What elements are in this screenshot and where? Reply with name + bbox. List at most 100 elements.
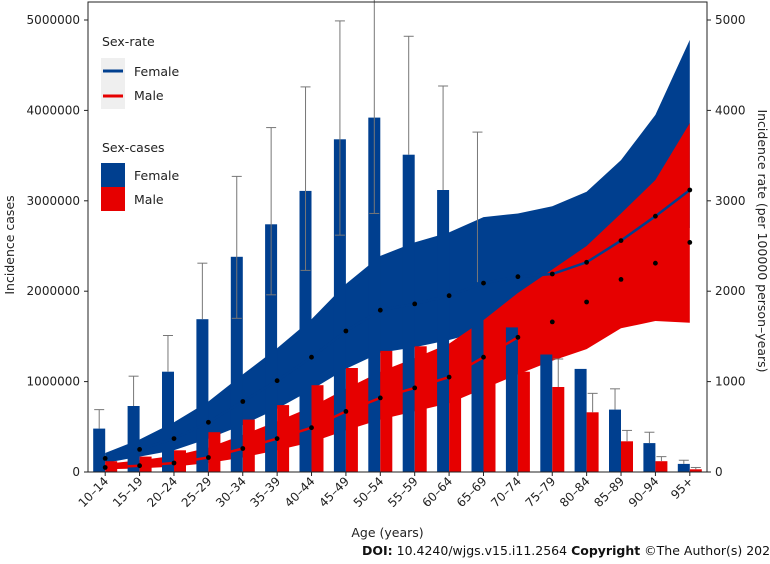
legend-cases-male-label: Male xyxy=(134,192,164,207)
bar-female-3 xyxy=(196,319,209,472)
x-tick-label-4: 30–34 xyxy=(213,474,249,510)
bar-male-9 xyxy=(414,346,427,472)
rate-point-female-16 xyxy=(653,213,658,219)
bar-male-12 xyxy=(517,371,530,472)
y-right-tick-label-5: 5000 xyxy=(715,13,746,27)
bar-male-17 xyxy=(689,469,702,472)
rate-point-female-2 xyxy=(171,436,177,441)
legend-cases-male-swatch xyxy=(101,187,125,211)
bar-male-13 xyxy=(552,387,565,472)
x-tick-label-2: 20–24 xyxy=(144,474,180,510)
rate-point-female-17 xyxy=(687,187,693,193)
chart: 0 1000000 2000000 3000000 4000000 5000000 0 100… xyxy=(2,0,770,540)
x-tick-label-6: 40–44 xyxy=(282,474,318,510)
bar-male-3 xyxy=(208,432,221,472)
rate-point-male-12 xyxy=(515,334,521,340)
plot-frame xyxy=(87,1,708,473)
bar-male-10 xyxy=(449,354,462,472)
copyright-label: Copyright xyxy=(571,543,641,558)
rate-point-female-8 xyxy=(377,307,383,313)
rate-point-male-1 xyxy=(137,463,143,469)
doi-value: 10.4240/wjgs.v15.i11.2564 xyxy=(392,543,572,558)
rate-point-male-8 xyxy=(377,395,383,401)
rate-points xyxy=(102,187,693,470)
x-tick-label-12: 70–74 xyxy=(488,474,524,510)
bar-female-1 xyxy=(127,406,140,472)
rate-point-male-13 xyxy=(549,319,555,325)
bar-female-12 xyxy=(505,327,518,472)
y-right-tick-label-2: 2000 xyxy=(715,284,746,298)
rate-point-male-6 xyxy=(309,425,314,431)
rate-point-male-2 xyxy=(171,460,177,466)
legend-cases-female-label: Female xyxy=(134,168,180,183)
y-left-tick-label-3: 3000000 xyxy=(27,194,80,208)
y-axis-right-title: Incidence rate (per 100000 person–years) xyxy=(755,109,770,372)
bar-male-7 xyxy=(345,368,358,472)
bar-male-6 xyxy=(311,385,324,472)
bar-male-15 xyxy=(621,441,633,472)
rate-point-male-5 xyxy=(274,436,280,441)
rate-point-female-14 xyxy=(584,259,589,265)
rate-point-female-10 xyxy=(446,293,452,299)
rate-line-male xyxy=(105,241,691,469)
rate-point-female-12 xyxy=(515,274,521,280)
bar-male-5 xyxy=(277,405,290,472)
bar-female-2 xyxy=(162,371,174,472)
rate-point-male-11 xyxy=(481,354,486,360)
bar-female-13 xyxy=(540,354,553,472)
bar-male-16 xyxy=(655,461,668,472)
x-tick-label-3: 25–29 xyxy=(179,474,215,510)
x-tick-label-15: 85–89 xyxy=(591,474,627,510)
y-left-tick-label-0: 0 xyxy=(72,465,80,479)
rate-point-male-9 xyxy=(412,385,418,391)
bar-female-4 xyxy=(230,256,243,472)
bar-female-10 xyxy=(437,190,450,472)
x-tick-label-10: 60–64 xyxy=(419,474,455,510)
rate-point-female-9 xyxy=(412,301,418,307)
x-tick-label-0: 10–14 xyxy=(76,474,112,510)
y-right-tick-label-0: 0 xyxy=(715,465,723,479)
bar-female-17 xyxy=(677,463,690,472)
rate-point-female-6 xyxy=(309,354,314,360)
rate-point-male-0 xyxy=(102,465,108,470)
x-tick-label-11: 65–69 xyxy=(454,474,490,510)
doi-label: DOI: xyxy=(362,543,393,558)
x-tick-label-9: 55–59 xyxy=(385,474,421,510)
bar-female-6 xyxy=(299,190,312,472)
x-axis-title: Age (years) xyxy=(351,525,423,540)
legend-rate-female-label: Female xyxy=(134,64,180,79)
x-tick-label-16: 90–94 xyxy=(626,474,662,510)
x-tick-label-17: 95+ xyxy=(668,474,696,502)
bar-male-14 xyxy=(586,412,599,472)
legend-rate-male-label: Male xyxy=(134,88,164,103)
rate-point-male-4 xyxy=(240,446,246,451)
bar-female-9 xyxy=(402,154,415,472)
rate-band-female xyxy=(105,39,690,464)
rate-point-male-15 xyxy=(618,277,624,282)
bar-female-7 xyxy=(333,139,346,473)
bar-male-11 xyxy=(483,360,496,472)
rate-point-female-1 xyxy=(137,447,143,452)
bar-female-8 xyxy=(368,117,381,472)
legend-rate-title: Sex-rate xyxy=(102,34,155,49)
rate-point-male-17 xyxy=(687,240,693,245)
y-right-tick-label-3: 3000 xyxy=(715,194,746,208)
rate-point-male-10 xyxy=(446,374,452,380)
case-error-bars xyxy=(94,0,701,470)
rate-point-male-14 xyxy=(584,299,589,305)
rate-point-female-7 xyxy=(343,328,349,334)
rate-point-female-13 xyxy=(549,271,555,277)
rate-point-female-15 xyxy=(618,238,624,244)
rate-point-male-16 xyxy=(653,260,658,266)
bar-female-16 xyxy=(643,443,656,472)
footer-citation: DOI: 10.4240/wjgs.v15.i11.2564 Copyright… xyxy=(362,543,770,558)
x-tick-label-7: 45–49 xyxy=(316,474,352,510)
bar-female-11 xyxy=(471,282,484,472)
legend: Sex-rate Female Male Sex-cases Female Ma… xyxy=(101,34,180,211)
bar-female-14 xyxy=(574,368,587,472)
bar-female-5 xyxy=(265,224,278,472)
rate-point-female-0 xyxy=(102,456,108,461)
rate-bands xyxy=(105,39,690,470)
rate-point-male-7 xyxy=(343,409,349,414)
legend-cases-title: Sex-cases xyxy=(102,140,165,155)
